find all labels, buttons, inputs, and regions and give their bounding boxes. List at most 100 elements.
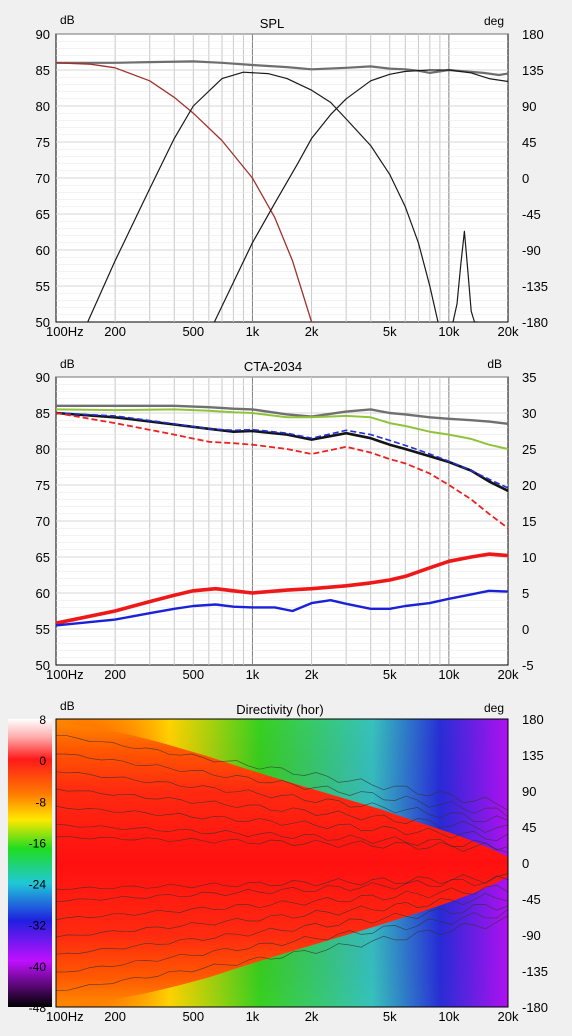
colorbar-tick-label: -16 <box>29 836 47 850</box>
spl-chart: SPL dB deg 90 85 80 75 70 65 60 55 50 180 135 90 45… <box>36 13 549 339</box>
x-tick-label: 500 <box>182 324 204 339</box>
y2-tick-label: -90 <box>522 928 541 943</box>
series-line-2 <box>55 408 509 450</box>
x-tick-label: 5k <box>383 667 397 682</box>
x-tick-label: 20k <box>498 667 519 682</box>
x-tick-label: 5k <box>383 1009 397 1024</box>
y2-tick-label: 90 <box>522 99 536 114</box>
x-tick-label: 500 <box>182 667 204 682</box>
contour-line <box>56 823 508 851</box>
heatmap-top-falloff <box>56 719 508 857</box>
colorbar-ticks: 8 0 -8 -16 -24 -32 -40 -48 <box>29 713 47 1015</box>
x-tick-label: 2k <box>305 324 319 339</box>
contour-line <box>56 805 508 841</box>
x-tick-label: 10k <box>438 667 459 682</box>
y-tick-label: 65 <box>36 207 50 222</box>
y2-ticks: 35 30 25 20 15 10 5 0 -5 <box>522 370 536 673</box>
y2-tick-label: 0 <box>522 171 529 186</box>
colorbar-label: dB <box>60 699 75 713</box>
y2-tick-label: -180 <box>522 315 548 330</box>
y-axis-label: dB <box>60 13 75 27</box>
y-axis-label: dB <box>60 357 75 371</box>
cta2034-chart-panel: CTA-2034 dB dB 90 85 80 75 70 65 60 55 50 35 30 25… <box>0 344 572 685</box>
y2-tick-label: -135 <box>522 279 548 294</box>
y2-tick-label: -135 <box>522 964 548 979</box>
y-tick-label: 60 <box>36 243 50 258</box>
y2-axis-label: deg <box>484 701 504 715</box>
y2-tick-label: 180 <box>522 27 544 42</box>
y-ticks: 90 85 80 75 70 65 60 55 50 <box>36 27 50 330</box>
x-ticks: 100Hz 200 500 1k 2k 5k 10k 20k <box>46 1009 519 1024</box>
colorbar-tick-label: 0 <box>39 754 46 768</box>
contour-line <box>56 753 508 818</box>
x-tick-label: 200 <box>104 1009 126 1024</box>
y2-axis-label: deg <box>484 14 504 28</box>
contour-line <box>56 893 508 938</box>
x-tick-label: 5k <box>383 324 397 339</box>
y-tick-label: 70 <box>36 514 50 529</box>
contour-line <box>56 734 508 811</box>
y-tick-label: 85 <box>36 63 50 78</box>
contour-line <box>56 915 508 992</box>
series-line-6 <box>55 552 509 625</box>
chart-title: SPL <box>260 16 285 31</box>
y-tick-label: 90 <box>36 370 50 385</box>
series-line-7 <box>55 589 509 627</box>
grid <box>56 33 508 322</box>
x-ticks: 100Hz 200 500 1k 2k 5k 10k 20k <box>46 667 519 682</box>
directivity-chart-panel: Directivity (hor) dB deg 8 0 -8 -16 -24 -32 -4… <box>0 687 572 1036</box>
x-tick-label: 100Hz <box>46 324 84 339</box>
series-line-2 <box>55 62 313 323</box>
y2-ticks: 180 135 90 45 0 -45 -90 -135 -180 <box>522 27 548 330</box>
heatmap-area <box>56 719 508 1007</box>
y2-tick-label: 5 <box>522 586 529 601</box>
contour-line <box>56 875 508 903</box>
x-tick-label: 200 <box>104 667 126 682</box>
y2-tick-label: -45 <box>522 207 541 222</box>
y2-tick-label: 90 <box>522 784 536 799</box>
contour-line <box>56 885 508 921</box>
y-tick-label: 65 <box>36 550 50 565</box>
y2-ticks: 180 135 90 45 0 -45 -90 -135 -180 <box>522 712 548 1015</box>
y-tick-label: 55 <box>36 622 50 637</box>
y-tick-label: 50 <box>36 658 50 673</box>
contour-line <box>56 835 508 853</box>
x-tick-label: 10k <box>438 1009 459 1024</box>
y-tick-label: 55 <box>36 279 50 294</box>
chart-title: CTA-2034 <box>244 359 302 374</box>
x-tick-label: 2k <box>305 667 319 682</box>
x-tick-label: 1k <box>246 667 260 682</box>
x-tick-label: 1k <box>246 1009 260 1024</box>
colorbar-tick-label: -32 <box>29 919 47 933</box>
x-tick-label: 100Hz <box>46 1009 84 1024</box>
y2-tick-label: 135 <box>522 63 544 78</box>
y2-tick-label: 25 <box>522 442 536 457</box>
x-tick-label: 20k <box>498 324 519 339</box>
spl-chart-panel: SPL dB deg 90 85 80 75 70 65 60 55 50 180 135 90 45… <box>0 0 572 342</box>
x-tick-label: 1k <box>246 324 260 339</box>
contour-line <box>56 904 508 955</box>
colorbar-tick-label: 8 <box>39 713 46 727</box>
y2-tick-label: 15 <box>522 514 536 529</box>
colorbar-tick-label: -24 <box>29 878 47 892</box>
y-tick-label: 60 <box>36 586 50 601</box>
x-tick-label: 10k <box>438 324 459 339</box>
y2-tick-label: 0 <box>522 856 529 871</box>
y-tick-label: 50 <box>36 315 50 330</box>
y2-tick-label: 180 <box>522 712 544 727</box>
x-tick-label: 100Hz <box>46 667 84 682</box>
y2-tick-label: -45 <box>522 892 541 907</box>
y2-tick-label: 0 <box>522 622 529 637</box>
directivity-chart: Directivity (hor) dB deg 8 0 -8 -16 -24 -32 -4… <box>8 699 548 1024</box>
y2-axis-label: dB <box>487 357 502 371</box>
y-ticks: 90 85 80 75 70 65 60 55 50 <box>36 370 50 673</box>
contour-line <box>56 771 508 822</box>
series-layer <box>55 404 509 627</box>
series-line-4 <box>55 412 509 489</box>
y2-tick-label: 10 <box>522 550 536 565</box>
grid <box>56 376 508 665</box>
y-tick-label: 80 <box>36 99 50 114</box>
colorbar <box>8 719 52 1007</box>
y2-tick-label: 45 <box>522 135 536 150</box>
